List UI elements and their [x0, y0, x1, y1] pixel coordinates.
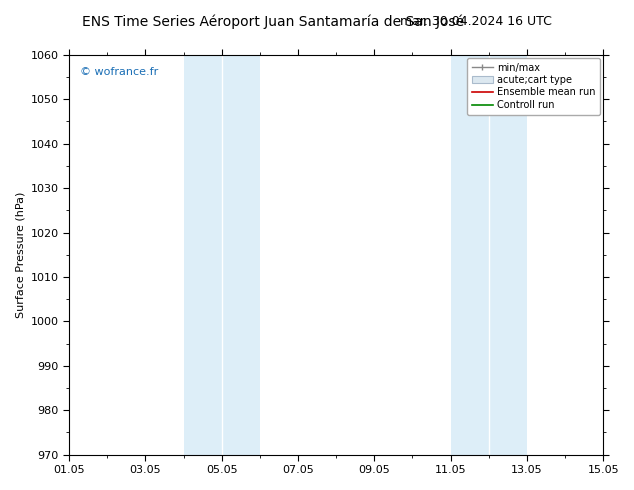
Y-axis label: Surface Pressure (hPa): Surface Pressure (hPa): [15, 192, 25, 318]
Bar: [489, 55, 527, 455]
Bar: [222, 55, 260, 455]
Text: © wofrance.fr: © wofrance.fr: [80, 67, 158, 77]
Text: ENS Time Series Aéroport Juan Santamaría de San José: ENS Time Series Aéroport Juan Santamaría…: [82, 15, 463, 29]
Legend: min/max, acute;cart type, Ensemble mean run, Controll run: min/max, acute;cart type, Ensemble mean …: [467, 58, 600, 115]
Bar: [451, 55, 489, 455]
Text: mar. 30.04.2024 16 UTC: mar. 30.04.2024 16 UTC: [399, 15, 552, 28]
Bar: [184, 55, 222, 455]
